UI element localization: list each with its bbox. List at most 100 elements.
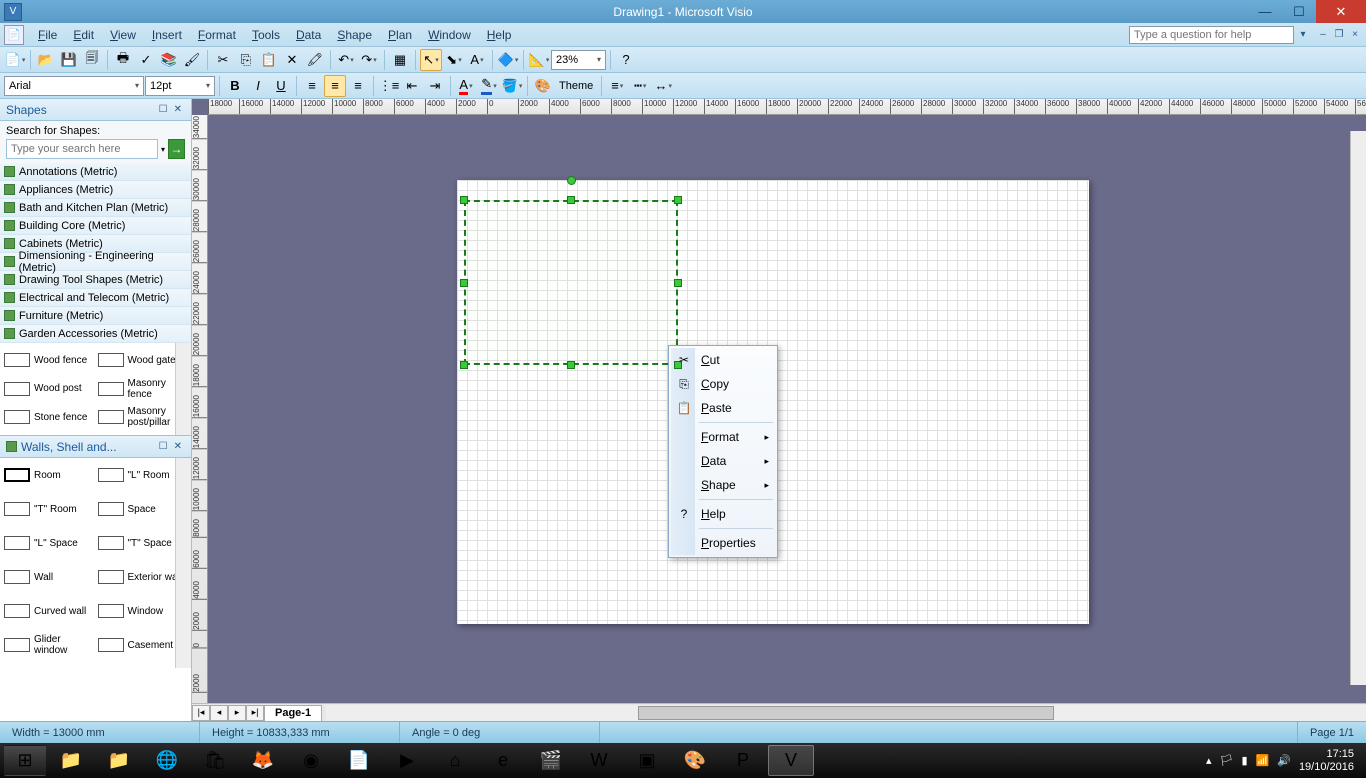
search-shapes-input[interactable] xyxy=(6,139,158,159)
shape-item[interactable]: "T" Space xyxy=(98,530,188,556)
line-pattern-button[interactable]: ┅ xyxy=(629,75,651,97)
selection-handle[interactable] xyxy=(460,196,468,204)
minimize-button[interactable]: — xyxy=(1248,0,1282,23)
connector-tool-button[interactable]: ⬊ xyxy=(443,49,465,71)
save-button[interactable]: 💾 xyxy=(58,49,80,71)
align-right-button[interactable]: ≡ xyxy=(347,75,369,97)
taskbar-app[interactable]: V xyxy=(768,745,814,776)
underline-button[interactable]: U xyxy=(270,75,292,97)
line-color-button[interactable]: ✎ xyxy=(478,75,500,97)
taskbar-app[interactable]: 🎬 xyxy=(528,745,574,776)
stencil-item[interactable]: Dimensioning - Engineering (Metric) xyxy=(0,253,191,271)
menu-shape[interactable]: Shape xyxy=(329,26,380,44)
stencil-item[interactable]: Electrical and Telecom (Metric) xyxy=(0,289,191,307)
ctx-copy[interactable]: ⎘Copy xyxy=(671,372,775,396)
ctx-shape[interactable]: Shape▸ xyxy=(671,473,775,497)
drawing-canvas[interactable]: ✂Cut⎘Copy📋PasteFormat▸Data▸Shape▸?HelpPr… xyxy=(208,115,1366,703)
zoom-select[interactable]: 23%▾ xyxy=(551,50,606,70)
bullets-button[interactable]: ⋮≡ xyxy=(378,75,400,97)
print-button[interactable]: 🗐 xyxy=(81,49,103,71)
taskbar-app[interactable]: 📁 xyxy=(48,745,94,776)
theme-icon[interactable]: 🎨 xyxy=(532,75,554,97)
page-tab[interactable]: Page-1 xyxy=(264,705,322,721)
bold-button[interactable]: B xyxy=(224,75,246,97)
print-preview-button[interactable]: 🖶 xyxy=(112,49,134,71)
taskbar-app[interactable]: 🦊 xyxy=(240,745,286,776)
delete-button[interactable]: ✕ xyxy=(281,49,303,71)
stencil-item[interactable]: Annotations (Metric) xyxy=(0,163,191,181)
shape-item[interactable]: Wall xyxy=(4,564,94,590)
tray-network-icon[interactable]: 📶 xyxy=(1256,754,1270,767)
stencil-item[interactable]: Bath and Kitchen Plan (Metric) xyxy=(0,199,191,217)
line-button[interactable]: 📐 xyxy=(528,49,550,71)
ctx-paste[interactable]: 📋Paste xyxy=(671,396,775,420)
format-painter-button[interactable]: 🖌 xyxy=(181,49,203,71)
taskbar-app[interactable]: 📁 xyxy=(96,745,142,776)
taskbar-app[interactable]: ⌂ xyxy=(432,745,478,776)
tab-last-button[interactable]: ▸| xyxy=(246,705,264,721)
menu-window[interactable]: Window xyxy=(420,26,479,44)
mdi-minimize-icon[interactable]: – xyxy=(1316,28,1330,42)
undo-button[interactable]: ↶ xyxy=(335,49,357,71)
selection-rectangle[interactable] xyxy=(464,200,678,365)
help-input[interactable] xyxy=(1129,26,1294,44)
ctx-format[interactable]: Format▸ xyxy=(671,425,775,449)
taskbar-app[interactable]: ▣ xyxy=(624,745,670,776)
menu-edit[interactable]: Edit xyxy=(65,26,102,44)
help-dropdown-icon[interactable]: ▾ xyxy=(1296,28,1310,42)
selection-handle[interactable] xyxy=(674,196,682,204)
taskbar-app[interactable]: 🎨 xyxy=(672,745,718,776)
spelling-button[interactable]: ✓ xyxy=(135,49,157,71)
fill-color-button[interactable]: 🔷 xyxy=(497,49,519,71)
search-dropdown-icon[interactable]: ▾ xyxy=(161,145,165,154)
taskbar-app[interactable]: ◉ xyxy=(288,745,334,776)
paste-button[interactable]: 📋 xyxy=(258,49,280,71)
tray-flag-icon[interactable]: 🏳 xyxy=(1220,754,1234,767)
tray-clock[interactable]: 17:15 19/10/2016 xyxy=(1299,748,1354,772)
selection-handle[interactable] xyxy=(567,361,575,369)
help-button[interactable]: ? xyxy=(615,49,637,71)
copy-button[interactable]: ⎘ xyxy=(235,49,257,71)
ctx-cut[interactable]: ✂Cut xyxy=(671,348,775,372)
font-color-button[interactable]: A xyxy=(455,75,477,97)
shape-item[interactable]: Window xyxy=(98,598,188,624)
taskbar-app[interactable]: W xyxy=(576,745,622,776)
stencil-item[interactable]: Appliances (Metric) xyxy=(0,181,191,199)
taskbar-app[interactable]: 🛍 xyxy=(192,745,238,776)
shape-item[interactable]: Exterior wall xyxy=(98,564,188,590)
tray-volume-icon[interactable]: 🔊 xyxy=(1277,754,1291,767)
text-tool-button[interactable]: A xyxy=(466,49,488,71)
increase-indent-button[interactable]: ⇥ xyxy=(424,75,446,97)
stencil-item[interactable]: Furniture (Metric) xyxy=(0,307,191,325)
shapes-window-button[interactable]: ▦ xyxy=(389,49,411,71)
selection-handle[interactable] xyxy=(460,279,468,287)
ctx-data[interactable]: Data▸ xyxy=(671,449,775,473)
decrease-indent-button[interactable]: ⇤ xyxy=(401,75,423,97)
brush-button[interactable]: 🖍 xyxy=(304,49,326,71)
ctx-help[interactable]: ?Help xyxy=(671,502,775,526)
align-left-button[interactable]: ≡ xyxy=(301,75,323,97)
fill-button[interactable]: 🪣 xyxy=(501,75,523,97)
shape-item[interactable]: Masonry fence xyxy=(98,376,188,402)
shape-item[interactable]: Glider window xyxy=(4,632,94,658)
selection-handle[interactable] xyxy=(460,361,468,369)
menu-format[interactable]: Format xyxy=(190,26,244,44)
mdi-restore-icon[interactable]: ❐ xyxy=(1332,28,1346,42)
shape-item[interactable]: Space xyxy=(98,496,188,522)
shape-item[interactable]: Wood post xyxy=(4,376,94,402)
stencil-item[interactable]: Building Core (Metric) xyxy=(0,217,191,235)
tab-prev-button[interactable]: ◂ xyxy=(210,705,228,721)
app-menu-icon[interactable]: 📄 xyxy=(4,25,24,45)
shapes-panel-close-icon[interactable]: ✕ xyxy=(171,104,185,115)
menu-help[interactable]: Help xyxy=(479,26,520,44)
shape-item[interactable]: Room xyxy=(4,462,94,488)
tab-first-button[interactable]: |◂ xyxy=(192,705,210,721)
stencil-item[interactable]: Garden Accessories (Metric) xyxy=(0,325,191,343)
taskbar-app[interactable]: ▶ xyxy=(384,745,430,776)
align-center-button[interactable]: ≡ xyxy=(324,75,346,97)
italic-button[interactable]: I xyxy=(247,75,269,97)
taskbar-app[interactable]: P xyxy=(720,745,766,776)
tray-up-icon[interactable]: ▴ xyxy=(1206,754,1212,767)
menu-data[interactable]: Data xyxy=(288,26,329,44)
shape-item[interactable]: Masonry post/pillar xyxy=(98,404,188,430)
